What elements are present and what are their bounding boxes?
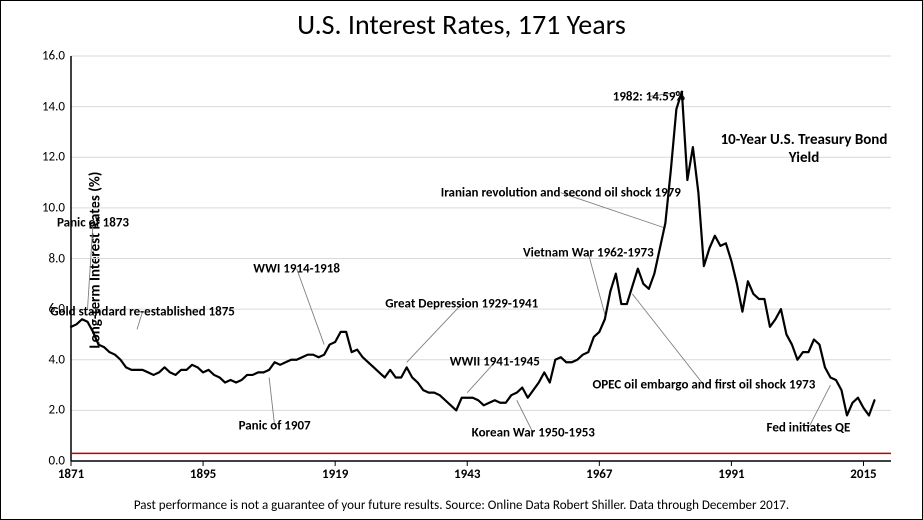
annotation: Iranian revolution and second oil shock … — [441, 185, 681, 200]
annotation: Panic of 1907 — [239, 418, 311, 433]
annotation: OPEC oil embargo and first oil shock 197… — [592, 378, 815, 393]
annotation: 1982: 14.59% — [613, 89, 685, 104]
series-label: 10-Year U.S. Treasury Bond Yield — [714, 131, 894, 167]
y-tick-label: 16.0 — [42, 49, 65, 64]
annotation: Korean War 1950-1953 — [472, 426, 595, 441]
y-tick-label: 10.0 — [42, 200, 65, 215]
annotation: WWI 1914-1918 — [253, 261, 340, 276]
x-tick-label: 1871 — [58, 467, 84, 482]
x-tick-label: 2015 — [850, 467, 876, 482]
annotation: Panic of 1873 — [57, 216, 129, 231]
y-tick-label: 4.0 — [49, 352, 65, 367]
x-tick-label: 1919 — [322, 467, 348, 482]
x-tick-label: 1943 — [454, 467, 480, 482]
footnote: Past performance is not a guarantee of y… — [1, 498, 922, 513]
chart-frame: U.S. Interest Rates, 171 Years Long-term… — [0, 0, 923, 520]
annotation: WWII 1941-1945 — [450, 355, 540, 370]
y-tick-label: 12.0 — [42, 150, 65, 165]
plot-area: 0.02.04.06.08.010.012.014.016.0187118951… — [71, 56, 891, 461]
annotation: Gold standard re-established 1875 — [50, 304, 235, 319]
y-tick-label: 14.0 — [42, 99, 65, 114]
x-tick-label: 1895 — [190, 467, 216, 482]
chart-title: U.S. Interest Rates, 171 Years — [1, 7, 922, 42]
y-tick-label: 2.0 — [49, 403, 65, 418]
annotation: Fed initiates QE — [767, 421, 851, 436]
annotation: Great Depression 1929-1941 — [385, 297, 538, 312]
x-tick-label: 1991 — [718, 467, 744, 482]
x-tick-label: 1967 — [586, 467, 612, 482]
chart-svg — [71, 56, 891, 461]
y-tick-label: 8.0 — [49, 251, 65, 266]
annotation: Vietnam War 1962-1973 — [523, 246, 654, 261]
